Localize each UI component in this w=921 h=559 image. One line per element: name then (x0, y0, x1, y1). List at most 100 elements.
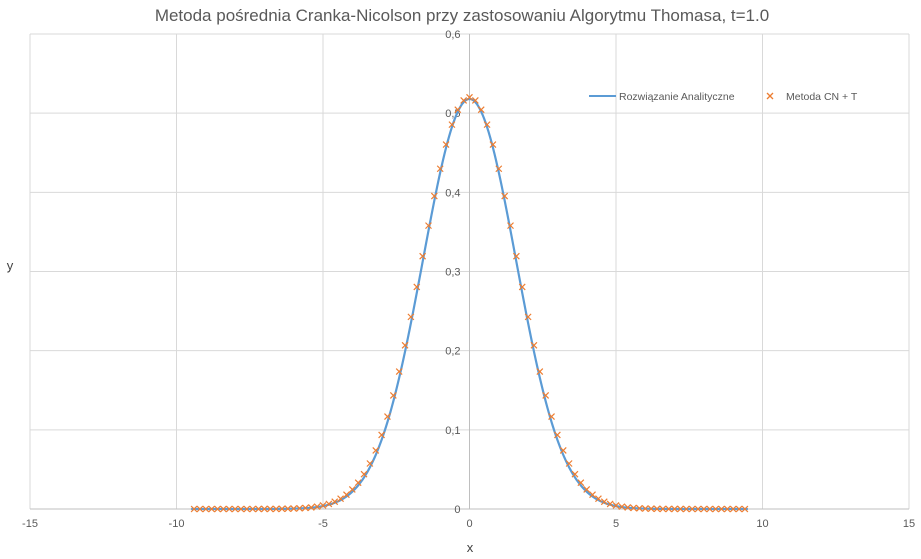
data-point (202, 505, 210, 513)
data-point (255, 505, 262, 513)
data-point (501, 192, 509, 200)
data-point (618, 503, 626, 511)
data-point (536, 368, 544, 376)
data-point (407, 313, 415, 321)
data-point (542, 392, 550, 399)
data-point (677, 505, 684, 513)
data-point (471, 97, 479, 104)
data-point (278, 505, 286, 513)
data-point (343, 491, 350, 499)
data-point (706, 505, 714, 513)
data-point (682, 505, 690, 513)
data-point (688, 505, 696, 513)
data-point (266, 505, 274, 513)
data-point (290, 505, 298, 512)
data-point (630, 504, 638, 512)
data-point (518, 283, 526, 291)
data-point (600, 498, 608, 506)
data-point (243, 505, 251, 513)
series-cn-t (190, 93, 749, 513)
data-point (313, 503, 321, 511)
data-point (196, 505, 204, 513)
data-point (460, 97, 468, 104)
data-point (249, 505, 257, 513)
data-point (589, 491, 596, 499)
data-point (348, 486, 356, 493)
data-point (319, 502, 327, 509)
data-point (559, 447, 567, 454)
data-point (325, 500, 333, 508)
data-point (301, 504, 309, 512)
data-point (448, 121, 456, 129)
data-point (594, 495, 602, 503)
data-point (729, 505, 737, 513)
y-tick-label: 0 (454, 504, 460, 516)
data-point (430, 192, 438, 200)
x-tick-label: 15 (903, 518, 915, 530)
x-tick-label: 0 (466, 518, 472, 530)
data-point (624, 503, 632, 511)
data-point (524, 313, 532, 321)
data-point (331, 498, 339, 506)
data-point (442, 141, 450, 149)
data-point (366, 460, 374, 467)
legend-label-analytic: Rozwiązanie Analityczne (619, 91, 735, 103)
data-point (583, 486, 591, 493)
data-point (272, 505, 280, 513)
data-point (489, 141, 497, 149)
data-point (372, 447, 380, 454)
data-point (284, 505, 292, 513)
data-point (378, 431, 386, 439)
data-point (571, 470, 579, 478)
data-point (454, 106, 462, 114)
data-point (436, 165, 444, 173)
data-point (507, 222, 514, 230)
series-analytic (191, 97, 748, 511)
data-point (665, 505, 673, 513)
data-point (659, 505, 667, 513)
x-tick-label: -10 (169, 518, 185, 530)
x-tick-label: -15 (22, 518, 38, 530)
data-point (260, 505, 268, 513)
data-point (636, 504, 643, 512)
data-point (237, 505, 245, 513)
x-tick-label: 10 (756, 518, 768, 530)
data-point (214, 505, 221, 513)
data-point (337, 495, 345, 503)
y-tick-label: 0,4 (445, 187, 460, 199)
data-point (354, 479, 362, 487)
data-point (395, 368, 403, 376)
data-point (389, 392, 397, 399)
data-point (700, 505, 708, 513)
data-point (495, 165, 503, 173)
data-point (296, 504, 303, 512)
data-point (413, 283, 421, 291)
data-point (190, 505, 198, 513)
data-point (641, 505, 649, 512)
data-point (723, 505, 731, 513)
data-point (208, 505, 216, 513)
data-point (384, 413, 391, 420)
data-point (565, 460, 573, 467)
data-point (548, 413, 555, 420)
x-tick-label: 5 (613, 518, 619, 530)
data-point (694, 505, 702, 513)
data-point (225, 505, 233, 513)
y-axis-title: y (7, 258, 14, 273)
data-point (360, 470, 368, 478)
data-point (530, 341, 538, 349)
data-point (718, 505, 725, 513)
data-point (219, 505, 227, 513)
data-point (419, 252, 427, 260)
data-point (466, 93, 473, 101)
data-point (612, 502, 620, 509)
series-line-analytic (191, 97, 748, 511)
data-point (671, 505, 679, 513)
data-point (653, 505, 661, 513)
data-point (307, 503, 315, 511)
data-point (577, 479, 585, 487)
data-point (231, 505, 239, 513)
x-axis-title: x (467, 540, 474, 555)
